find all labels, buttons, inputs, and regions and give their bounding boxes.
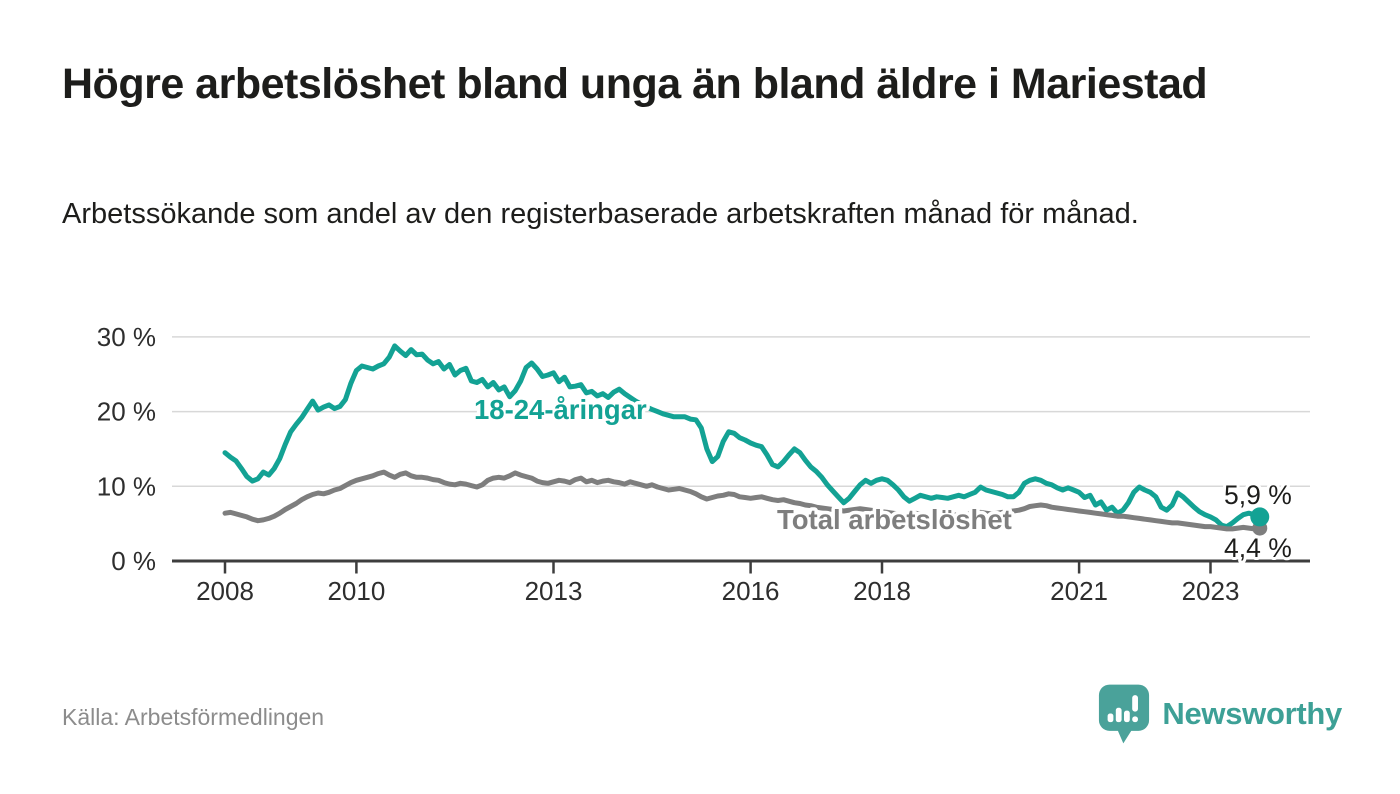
series-line-0 xyxy=(222,343,1263,530)
logo-bar-3 xyxy=(1124,710,1131,723)
series-end-label-0: 5,9 % xyxy=(1224,480,1292,510)
y-tick-label-10: 10 % xyxy=(97,471,156,501)
series-end-dot-0 xyxy=(1250,507,1270,527)
series-end-label-1: 4,4 % xyxy=(1224,533,1292,563)
y-tick-label-0: 0 % xyxy=(111,546,156,576)
newsworthy-logo: Newsworthy xyxy=(1097,682,1342,745)
series-label-1: Total arbetslöshet xyxy=(777,504,1012,535)
logo-bar-2 xyxy=(1116,707,1122,723)
x-tick-label-2016: 2016 xyxy=(722,576,780,606)
logo-exclamation-bar xyxy=(1132,695,1139,712)
x-tick-label-2013: 2013 xyxy=(525,576,583,606)
logo-exclamation-dot xyxy=(1132,716,1139,723)
unemployment-line-chart: 0 % 10 % 20 % 30 % 2008 2010 2013 2016 2018 2021 2… xyxy=(97,322,1310,606)
x-tick-label-2018: 2018 xyxy=(853,576,911,606)
x-tick-label-2010: 2010 xyxy=(327,576,385,606)
series-line-1 xyxy=(222,469,1263,532)
chart-subtitle: Arbetssökande som andel av den registerb… xyxy=(62,198,1139,230)
newsworthy-logo-icon xyxy=(1099,684,1150,744)
x-tick-label-2023: 2023 xyxy=(1182,576,1240,606)
series-label-0: 18-24-åringar xyxy=(474,394,647,425)
y-tick-label-30: 30 % xyxy=(97,322,156,352)
x-tick-label-2021: 2021 xyxy=(1050,576,1108,606)
logo-bar-1 xyxy=(1107,713,1114,723)
newsworthy-logo-text: Newsworthy xyxy=(1162,695,1342,731)
chart-title: Högre arbetslöshet bland unga än bland ä… xyxy=(62,60,1208,108)
source-note: Källa: Arbetsförmedlingen xyxy=(62,704,325,730)
y-tick-label-20: 20 % xyxy=(97,397,156,427)
x-tick-label-2008: 2008 xyxy=(196,576,254,606)
